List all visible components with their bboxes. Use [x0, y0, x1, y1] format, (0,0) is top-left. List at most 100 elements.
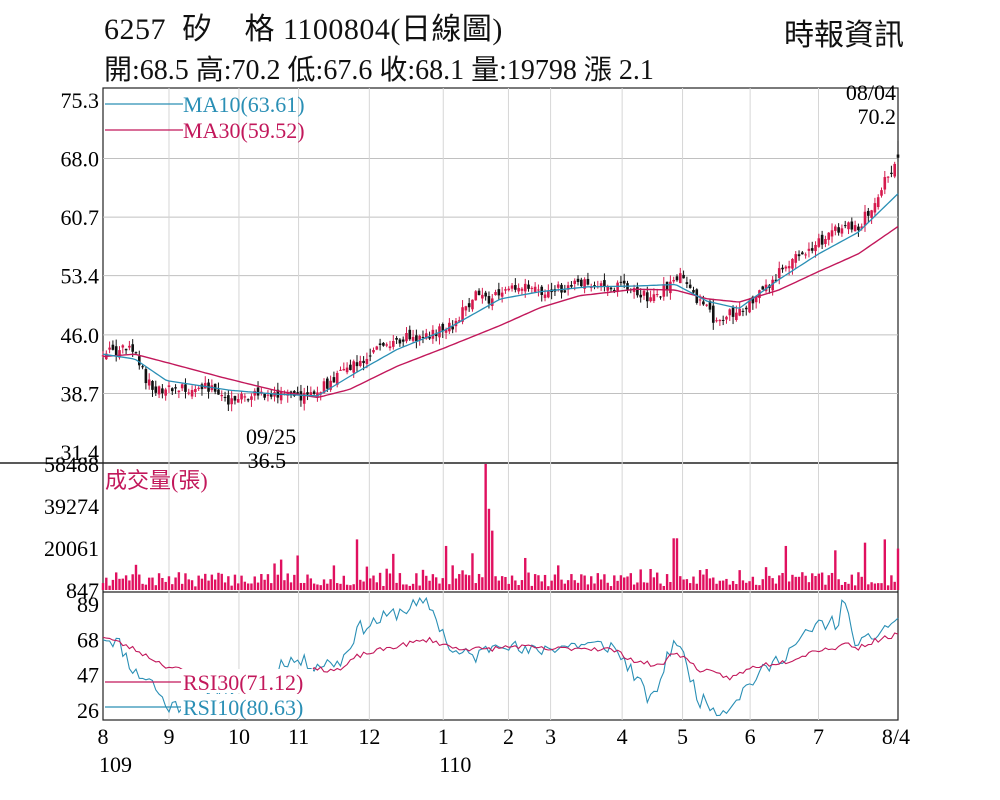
volume-bar	[464, 574, 468, 590]
candle-body	[246, 399, 250, 401]
candle-body	[537, 289, 540, 291]
candle-body	[883, 177, 887, 190]
candle-body	[170, 388, 174, 392]
volume-bar	[467, 575, 471, 590]
candle-body	[391, 341, 395, 347]
candle-body	[441, 324, 445, 332]
candle-body	[563, 290, 567, 293]
candle-body	[830, 230, 834, 237]
candle-body	[678, 273, 682, 284]
candle-body	[636, 287, 639, 296]
low-date-annotation: 09/25	[246, 424, 296, 449]
volume-bar	[830, 572, 834, 590]
candle-body	[128, 345, 131, 348]
volume-bar	[817, 573, 821, 590]
volume-bar	[108, 585, 111, 590]
candle-body	[382, 342, 385, 346]
legend-backdrop	[181, 694, 313, 718]
volume-bar	[359, 579, 362, 590]
candle-body	[827, 232, 831, 240]
volume-bar	[444, 545, 448, 590]
volume-bar	[504, 577, 507, 590]
candle-body	[837, 227, 840, 233]
volume-bar	[415, 573, 418, 590]
volume-bar	[428, 580, 431, 590]
candle-body	[672, 279, 675, 282]
candle-body	[669, 281, 672, 294]
candle-body	[804, 254, 807, 256]
candle-body	[329, 380, 332, 390]
volume-bar	[811, 573, 814, 590]
volume-bar	[349, 585, 352, 590]
volume-bar	[853, 585, 857, 590]
candle-body	[114, 346, 118, 356]
volume-bar	[566, 580, 570, 590]
candle-body	[131, 344, 134, 352]
volume-bar	[764, 567, 768, 590]
candle-body	[177, 390, 181, 393]
candle-body	[316, 392, 319, 397]
volume-bar	[375, 582, 378, 590]
volume-bar	[270, 583, 273, 590]
candle-body	[408, 329, 412, 340]
high-date-annotation: 08/04	[846, 80, 896, 105]
candle-body	[748, 300, 751, 313]
candle-body	[194, 388, 197, 392]
volume-bar	[524, 557, 527, 590]
volume-bar	[227, 576, 230, 590]
candle-body	[817, 238, 821, 247]
volume-bar	[590, 576, 593, 590]
x-month-label: 9	[163, 724, 174, 749]
candle-body	[124, 348, 128, 351]
rsi-tick-label: 47	[77, 663, 99, 688]
volume-bar	[306, 574, 309, 590]
candle-body	[372, 349, 375, 353]
volume-bar	[438, 583, 441, 590]
volume-bar	[368, 578, 372, 590]
volume-bar	[814, 575, 817, 590]
candle-body	[464, 306, 468, 311]
rsi-tick-label: 89	[77, 592, 99, 617]
volume-bar	[527, 572, 530, 590]
volume-bar	[731, 581, 735, 590]
volume-bar	[510, 575, 514, 590]
volume-bar	[629, 573, 633, 590]
x-month-label: 3	[545, 724, 556, 749]
volume-bar	[260, 574, 263, 590]
x-year-label: 109	[99, 752, 132, 777]
volume-bar	[401, 584, 405, 590]
volume-bar	[200, 578, 204, 590]
candle-body	[111, 344, 115, 350]
volume-bar	[411, 583, 415, 590]
volume-bar	[293, 574, 296, 590]
volume-bar	[477, 573, 481, 590]
volume-bar	[586, 584, 590, 590]
volume-bar	[553, 574, 557, 590]
candle-body	[642, 290, 646, 296]
volume-bar	[233, 574, 237, 590]
volume-bar	[276, 574, 280, 590]
candle-body	[886, 176, 890, 178]
volume-bars	[101, 464, 900, 590]
volume-bar	[745, 582, 748, 590]
candle-body	[860, 226, 864, 229]
volume-bar	[237, 583, 240, 590]
volume-tick-label: 20061	[44, 536, 99, 561]
candle-body	[738, 308, 741, 316]
volume-title: 成交量(張)	[105, 468, 208, 493]
volume-bar	[434, 577, 438, 590]
volume-bar	[596, 573, 600, 590]
candle-body	[263, 393, 266, 398]
price-tick-label: 53.4	[61, 264, 100, 289]
volume-bar	[319, 585, 322, 590]
candle-body	[890, 172, 893, 174]
volume-bar	[372, 575, 375, 590]
volume-bar	[893, 581, 896, 590]
volume-bar	[609, 586, 613, 590]
candle-body	[622, 280, 626, 284]
volume-bar	[487, 508, 491, 590]
price-tick-label: 68.0	[61, 147, 100, 172]
volume-bar	[883, 539, 887, 590]
volume-bar	[157, 573, 161, 590]
candle-body	[834, 226, 837, 231]
